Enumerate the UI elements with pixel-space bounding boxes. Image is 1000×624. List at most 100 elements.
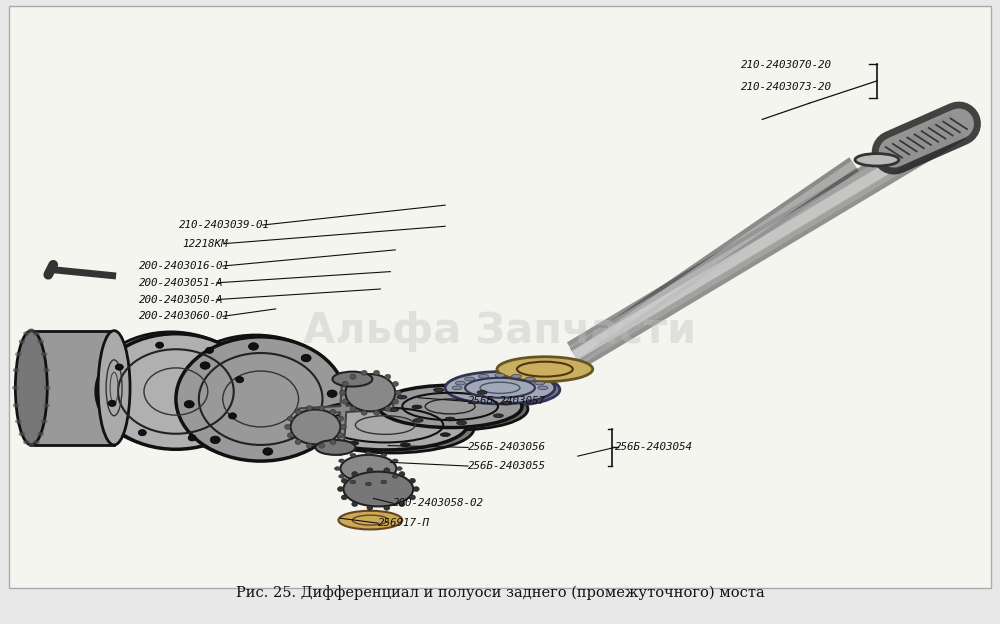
Ellipse shape [338,433,344,438]
Ellipse shape [413,487,419,492]
Text: 256Б-2403056: 256Б-2403056 [468,442,546,452]
Ellipse shape [384,468,390,473]
Ellipse shape [350,453,356,457]
Ellipse shape [33,441,39,444]
Ellipse shape [33,331,39,335]
Ellipse shape [339,459,345,462]
Ellipse shape [434,388,444,392]
Ellipse shape [184,401,194,408]
Text: 210-2403039-01: 210-2403039-01 [179,220,270,230]
Ellipse shape [396,467,402,470]
Ellipse shape [440,433,450,437]
Ellipse shape [395,390,401,395]
Ellipse shape [350,374,356,379]
Ellipse shape [108,400,116,406]
Ellipse shape [15,331,47,445]
Ellipse shape [399,502,405,507]
Ellipse shape [384,388,528,430]
Ellipse shape [96,334,256,449]
Ellipse shape [493,414,503,417]
Ellipse shape [457,421,467,425]
Ellipse shape [306,443,312,448]
Ellipse shape [400,443,410,447]
Ellipse shape [360,404,370,407]
Ellipse shape [332,372,372,386]
Ellipse shape [367,505,373,510]
Ellipse shape [38,432,44,436]
Ellipse shape [455,381,465,385]
Ellipse shape [511,374,521,378]
Text: 256Б-2403057: 256Б-2403057 [468,396,546,406]
Ellipse shape [343,472,413,507]
Ellipse shape [340,424,346,429]
Ellipse shape [156,342,164,348]
Ellipse shape [176,337,345,461]
Ellipse shape [352,502,358,507]
Ellipse shape [188,435,196,441]
Ellipse shape [374,370,380,375]
Ellipse shape [339,474,345,478]
Ellipse shape [23,331,29,335]
Ellipse shape [392,459,398,462]
Ellipse shape [295,409,301,414]
Ellipse shape [465,377,475,381]
Ellipse shape [350,480,356,484]
Ellipse shape [291,409,340,444]
Ellipse shape [23,441,29,444]
Ellipse shape [28,329,34,333]
Ellipse shape [350,406,356,411]
Ellipse shape [19,432,25,436]
Ellipse shape [409,478,415,483]
Ellipse shape [525,377,535,381]
Ellipse shape [263,448,273,456]
Ellipse shape [385,374,391,379]
Ellipse shape [41,353,47,356]
Text: 200-2403051-А: 200-2403051-А [139,278,224,288]
Ellipse shape [236,376,244,383]
Ellipse shape [367,468,373,473]
Ellipse shape [345,374,395,411]
Ellipse shape [365,482,371,486]
Ellipse shape [397,395,407,399]
Ellipse shape [340,455,396,482]
Ellipse shape [38,339,44,343]
Ellipse shape [413,419,423,422]
Ellipse shape [497,357,593,382]
Ellipse shape [229,413,236,419]
Text: 256917-П: 256917-П [378,518,430,528]
Ellipse shape [381,453,387,457]
Ellipse shape [452,386,462,389]
Text: 12218КМ: 12218КМ [182,238,227,249]
Ellipse shape [200,362,210,369]
Ellipse shape [43,368,49,372]
Ellipse shape [320,414,330,417]
Ellipse shape [384,505,390,510]
Ellipse shape [374,410,380,415]
Ellipse shape [538,386,548,389]
Ellipse shape [445,417,455,421]
Ellipse shape [295,439,301,444]
Ellipse shape [330,439,336,444]
Ellipse shape [409,495,415,500]
Ellipse shape [28,443,34,447]
Ellipse shape [392,474,398,478]
Ellipse shape [495,374,505,378]
Ellipse shape [365,451,371,455]
Ellipse shape [319,443,325,448]
Ellipse shape [855,154,899,166]
Ellipse shape [341,495,347,500]
Ellipse shape [287,433,293,438]
Ellipse shape [337,487,343,492]
Ellipse shape [399,472,405,477]
Ellipse shape [301,354,311,362]
Ellipse shape [330,409,336,414]
Ellipse shape [535,381,545,385]
Ellipse shape [385,406,391,411]
Ellipse shape [138,429,146,436]
Ellipse shape [287,416,293,421]
Ellipse shape [361,410,367,415]
Ellipse shape [381,480,387,484]
Ellipse shape [388,408,398,412]
Ellipse shape [19,339,25,343]
Ellipse shape [477,391,487,394]
